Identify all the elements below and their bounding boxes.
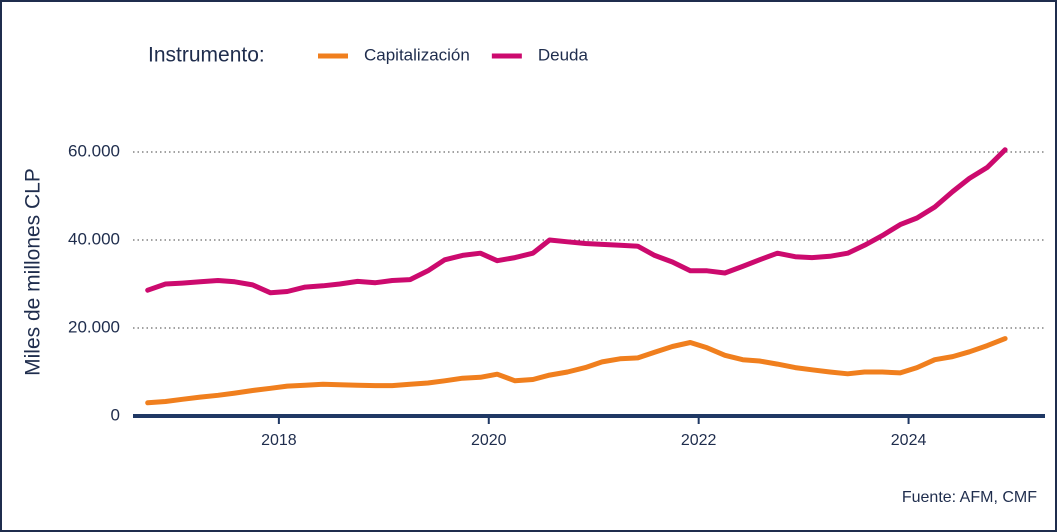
- x-tick-label: 2018: [261, 432, 297, 449]
- y-tick-label: 0: [111, 405, 120, 424]
- line-0: [145, 336, 1008, 406]
- legend-label: Capitalización: [364, 45, 470, 64]
- y-axis-label: Miles de millones CLP: [22, 168, 45, 376]
- legend-label: Deuda: [538, 45, 589, 64]
- y-tick-label: 20.000: [68, 317, 120, 336]
- x-tick-label: 2020: [471, 432, 507, 449]
- x-tick-label: 2022: [681, 432, 717, 449]
- source: Fuente: AFM, CMF: [902, 489, 1037, 506]
- y-tick-label: 40.000: [68, 229, 120, 248]
- legend-title: Instrumento:: [148, 44, 265, 67]
- x-tick-label: 2024: [891, 432, 927, 449]
- y-tick-label: 60.000: [68, 141, 120, 160]
- line-1: [145, 147, 1008, 296]
